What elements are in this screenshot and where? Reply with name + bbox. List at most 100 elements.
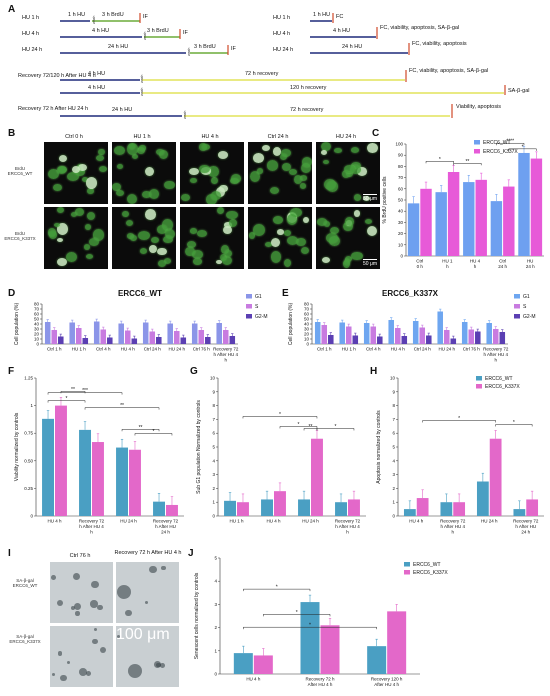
x-tick-label: HU 4: [470, 259, 481, 264]
micro-image: 50 μm: [316, 207, 380, 269]
bar: [412, 321, 419, 344]
x-tick-label: 24 h: [521, 530, 530, 535]
x-tick-label: HU 24 h: [481, 519, 498, 524]
bar: [149, 331, 156, 344]
significance-label: *: [66, 396, 68, 402]
x-tick-label: h After HU 4: [335, 524, 360, 529]
sa-gal-image: 100 μm: [116, 626, 179, 687]
bar: [298, 499, 310, 516]
bar: [450, 338, 457, 344]
significance-label: **: [120, 403, 124, 409]
panel-letter-h: H: [370, 366, 378, 377]
significance-label: *: [513, 420, 515, 426]
legend-label: ERCC6_WT: [485, 376, 513, 382]
bar: [222, 330, 229, 344]
bar: [261, 499, 273, 516]
y-tick-label: 90: [398, 153, 404, 158]
y-axis-label: Sub G1 population Normalized by controls: [196, 400, 202, 494]
y-tick-label: 9: [392, 389, 395, 394]
bar: [69, 322, 75, 344]
significance-label: *: [152, 429, 154, 435]
chart-g: 0 1 2 3 4 5 6 7 8 9 10 Sub G1 population Normalized…: [196, 376, 366, 535]
x-tick-label: HU 4 h: [47, 519, 62, 524]
schem-left-row3-label: HU 24 h: [22, 47, 42, 53]
y-tick-label: 2: [212, 486, 215, 491]
schem-left-row1-seg2: 3 h BrdU: [102, 12, 124, 18]
bar: [321, 325, 328, 344]
significance-label: **: [465, 159, 469, 165]
y-tick-label: 8: [392, 403, 395, 408]
sagal-col-recovery: Recovery 72 h After HU 4 h: [114, 550, 182, 556]
y-tick-label: 5: [392, 445, 395, 450]
y-tick-label: 0: [400, 254, 403, 259]
y-tick-label: 3: [212, 472, 215, 477]
y-tick-label: 0: [306, 342, 309, 347]
x-tick-label: Ctrl: [499, 259, 506, 264]
chart-title: ERCC6_WT: [118, 290, 162, 298]
schem-rec-row1-rec: 72 h recovery: [245, 71, 279, 77]
bar: [92, 442, 104, 516]
y-tick-label: 10: [390, 376, 396, 381]
micro-col-hu24: HU 24 h: [335, 134, 357, 140]
chart-j: 0 1 2 3 4 5 Senescent cells normalized by cont…: [194, 556, 448, 688]
schem-rec-row2-hu: 4 h HU: [88, 85, 105, 91]
bar: [79, 429, 91, 516]
bar: [237, 502, 249, 516]
x-tick-label: HU 24 h: [120, 519, 137, 524]
bar: [435, 192, 447, 256]
y-tick-label: 4: [392, 458, 395, 463]
bar: [274, 491, 286, 516]
y-tick-label: 0: [36, 342, 39, 347]
bar: [224, 500, 236, 516]
schem-wash-2: wash: [143, 32, 147, 40]
x-tick-label: Ctrl 1 h: [47, 347, 62, 352]
significance-label: *: [334, 424, 336, 430]
bar: [426, 335, 432, 344]
schem-recovery-label1: Recovery 72/120 h After HU 4 h: [18, 73, 96, 79]
bar: [440, 502, 453, 516]
x-tick-label: h: [474, 264, 477, 269]
y-tick-label: 70: [304, 307, 310, 312]
schem-wash-4: wash: [140, 75, 144, 83]
x-tick-label: After HU 4 h: [308, 682, 333, 687]
x-tick-label: Ctrl 24 h: [144, 347, 162, 352]
legend-label: ERCC6_K337X: [483, 149, 518, 155]
schem-left-row1-label: HU 1 h: [22, 15, 39, 21]
y-tick-label: 60: [304, 312, 310, 317]
bar: [131, 338, 138, 344]
schem-recovery-label2: Recovery 72 h After HU 24 h: [18, 106, 88, 112]
y-tick-label: 2: [214, 625, 217, 630]
bar: [44, 322, 51, 344]
bar: [205, 337, 211, 344]
legend-label: ERCC6_K337X: [485, 384, 520, 390]
sa-gal-image: [116, 562, 179, 623]
schem-left-row3-seg2: 3 h BrdU: [194, 44, 216, 50]
x-tick-label: HU 4 h: [409, 519, 424, 524]
schem-right-row2-seg1: 4 h HU: [333, 28, 350, 34]
schem-rec-row3-rec: 72 h recovery: [290, 107, 324, 113]
x-tick-label: Recovery 72: [440, 519, 466, 524]
x-tick-label: Ctrl 76 h: [463, 347, 481, 352]
bar: [314, 322, 321, 344]
chart-f: 0 0.25 0.50 0.75 1 1.25 Viability normalized b…: [14, 376, 184, 535]
y-tick-label: 80: [398, 164, 404, 169]
schem-right-row3-end: FC, viability, apoptosis: [412, 41, 467, 47]
significance-label: ****: [506, 139, 514, 145]
y-axis-label: Cell population (%): [288, 303, 294, 346]
x-tick-label: Ctrl 4 h: [366, 347, 381, 352]
micro-image: [112, 207, 176, 269]
micro-col-ctrl0: Ctrl 0 h: [65, 134, 83, 140]
schem-left-row3-seg1: 24 h HU: [108, 44, 128, 50]
schem-left-row2-label: HU 4 h: [22, 31, 39, 37]
y-tick-label: 9: [212, 389, 215, 394]
y-tick-label: 2: [392, 486, 395, 491]
bar: [167, 323, 173, 344]
x-tick-label: HU 24 h: [438, 347, 455, 352]
significance-label: *: [296, 610, 298, 616]
legend-label: G1: [255, 294, 262, 300]
x-tick-label: HU 4 h: [391, 347, 406, 352]
bar: [142, 322, 149, 344]
x-tick-label: 0 h: [417, 264, 424, 269]
bar: [475, 331, 481, 344]
